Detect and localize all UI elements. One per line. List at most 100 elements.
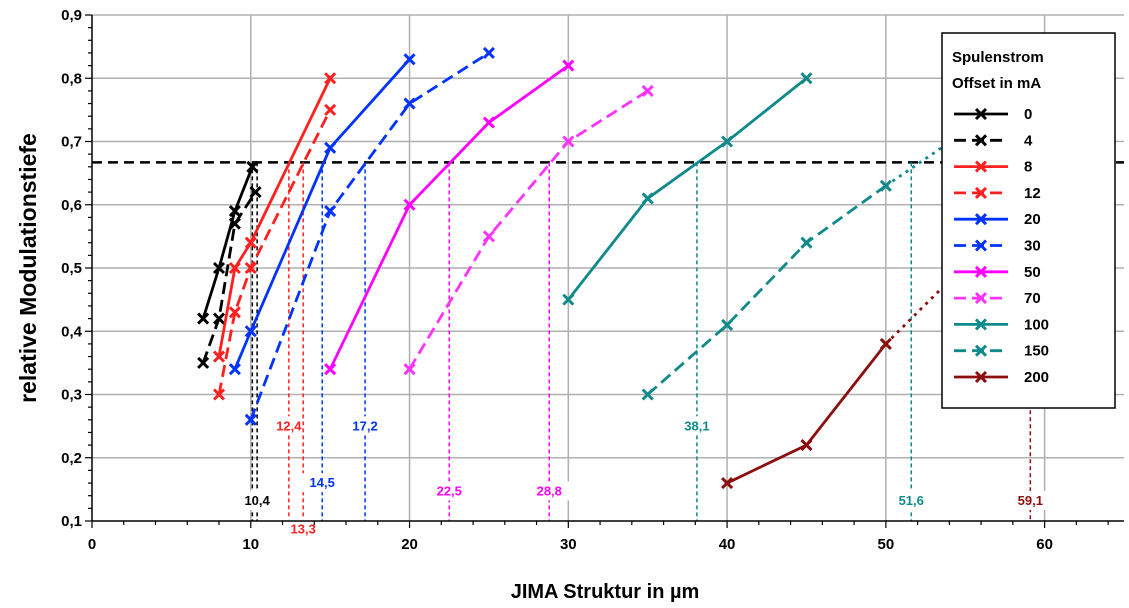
data-point-stroke — [228, 217, 241, 230]
data-point — [562, 59, 575, 72]
data-point-stroke — [249, 186, 262, 199]
annotation-label-bg — [1008, 490, 1053, 510]
y-tick-label: 0,1 — [61, 513, 82, 530]
data-point-stroke — [800, 236, 813, 249]
data-point — [974, 239, 988, 252]
series-0 — [197, 160, 259, 325]
data-point — [482, 116, 495, 129]
legend-label: 100 — [1024, 316, 1049, 333]
data-point-stroke — [482, 46, 495, 60]
data-point-stroke — [324, 103, 337, 116]
series-100 — [562, 72, 813, 306]
x-tick-label: 10 — [242, 536, 259, 553]
annotation-label: 59,1 — [1018, 493, 1043, 508]
data-point-stroke — [197, 312, 210, 325]
data-point — [244, 236, 257, 249]
legend-item-8: 8 — [954, 159, 1032, 176]
data-point-stroke — [228, 261, 241, 275]
legend-item-50: 50 — [954, 264, 1041, 281]
y-tick-label: 0,5 — [61, 260, 82, 277]
annotation-label: 38,1 — [684, 418, 709, 433]
data-point — [974, 134, 988, 147]
data-point — [482, 230, 495, 243]
series-line — [217, 109, 332, 395]
annotation-label-bg — [527, 481, 572, 501]
series-line — [201, 191, 257, 364]
y-tick-label: 0,3 — [61, 387, 82, 404]
data-point-stroke — [482, 116, 495, 129]
data-point — [324, 141, 337, 154]
y-tick-label: 0,4 — [61, 323, 83, 340]
data-point-stroke — [403, 198, 416, 211]
series-line — [217, 77, 332, 357]
data-point — [212, 350, 226, 363]
data-point-stroke — [212, 261, 226, 275]
data-point-stroke — [562, 293, 575, 306]
legend-label: 50 — [1024, 264, 1041, 281]
series-line — [646, 184, 887, 396]
data-point — [721, 476, 734, 490]
data-point-stroke — [228, 306, 241, 319]
data-point-stroke — [974, 186, 988, 199]
series-20 — [228, 53, 416, 376]
data-point — [228, 306, 241, 319]
data-point-stroke — [324, 205, 337, 218]
annotation-label: 10,4 — [244, 493, 270, 508]
data-point — [562, 293, 575, 306]
data-point — [212, 261, 226, 275]
data-point — [721, 135, 734, 148]
data-point — [324, 72, 337, 85]
y-tick-label: 0,9 — [61, 7, 82, 24]
annotation-label-bg — [343, 416, 388, 436]
data-point-stroke — [800, 439, 813, 452]
x-tick-label: 40 — [719, 536, 736, 553]
legend-label: 200 — [1024, 369, 1049, 386]
data-point — [228, 217, 241, 230]
y-axis-title: relative Modulationstiefe — [15, 133, 41, 403]
data-point — [974, 318, 988, 331]
legend-label: 150 — [1024, 343, 1049, 360]
data-point-stroke — [974, 160, 988, 173]
data-point-stroke — [721, 135, 734, 148]
legend-item-150: 150 — [954, 343, 1049, 360]
annotation-label-bg — [674, 416, 719, 436]
data-point — [721, 318, 734, 331]
data-point — [246, 160, 259, 173]
series-70 — [403, 84, 654, 376]
data-point — [324, 103, 337, 116]
x-tick-label: 20 — [401, 536, 418, 553]
series-200 — [721, 337, 892, 490]
x-tick-label: 50 — [878, 536, 895, 553]
series-line — [726, 343, 887, 485]
data-point-stroke — [974, 292, 988, 305]
data-point-stroke — [403, 97, 416, 110]
legend-item-30: 30 — [954, 238, 1041, 255]
y-tick-label: 0,6 — [61, 197, 82, 214]
legend-item-200: 200 — [954, 369, 1049, 386]
legend-label: 4 — [1024, 132, 1033, 149]
data-point-stroke — [974, 344, 988, 357]
series-line — [328, 64, 570, 370]
series-8 — [212, 72, 337, 363]
legend-item-4: 4 — [954, 132, 1033, 149]
data-point — [974, 292, 988, 305]
x-tick-label: 0 — [88, 536, 96, 553]
data-point-stroke — [974, 370, 988, 384]
legend-item-100: 100 — [954, 316, 1049, 333]
y-tick-label: 0,8 — [61, 70, 82, 87]
data-point-stroke — [721, 318, 734, 331]
data-point — [244, 325, 257, 338]
series-line — [201, 166, 254, 320]
data-point-stroke — [324, 141, 337, 154]
data-point-stroke — [641, 84, 654, 97]
y-tick-label: 0,2 — [61, 450, 82, 467]
data-point-stroke — [212, 312, 226, 325]
legend-item-70: 70 — [954, 290, 1041, 307]
series-line — [249, 51, 490, 421]
data-point — [974, 107, 988, 121]
legend-label: 20 — [1024, 211, 1041, 228]
data-point — [974, 265, 988, 278]
data-point — [403, 97, 416, 110]
annotation-label-bg — [300, 473, 345, 493]
